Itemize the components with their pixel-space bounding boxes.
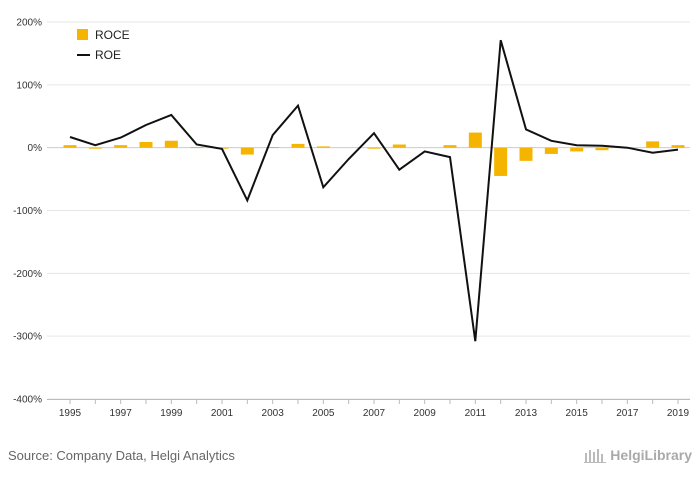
x-tick-label: 2017: [616, 408, 639, 419]
x-axis: 1995 1997 1999 2001 2003 2005 2007 2009 2011 2013…: [47, 399, 690, 419]
library-icon: [584, 449, 607, 463]
roce-bar: [367, 147, 381, 149]
roce-bar: [316, 146, 330, 148]
roce-bar: [88, 147, 102, 149]
roce-bar: [266, 147, 280, 149]
x-tick-label: 2019: [667, 408, 690, 419]
legend-roce-swatch: [77, 29, 88, 40]
roce-bar: [240, 147, 254, 155]
y-tick-label: -300%: [13, 332, 42, 343]
gridlines: [47, 21, 690, 400]
source-note: Source: Company Data, Helgi Analytics: [8, 448, 235, 463]
x-tick-label: 2001: [211, 408, 234, 419]
legend-roe-label: ROE: [95, 48, 121, 62]
x-tick-label: 1995: [59, 408, 82, 419]
roce-bar: [468, 132, 482, 148]
x-tick-label: 2009: [414, 408, 437, 419]
x-tick-label: 2005: [312, 408, 335, 419]
roce-bar: [114, 145, 128, 148]
x-tick-label: 2015: [566, 408, 589, 419]
y-tick-label: 0%: [28, 143, 43, 154]
roce-bar: [164, 140, 178, 148]
x-tick-label: 2003: [262, 408, 285, 419]
x-tick-label: 2007: [363, 408, 386, 419]
roe-line-group: [69, 39, 679, 342]
roce-bar: [671, 145, 685, 148]
y-tick-label: 100%: [16, 80, 42, 91]
roce-bar: [544, 147, 558, 154]
legend-roce-label: ROCE: [95, 28, 130, 42]
x-tick-label: 2011: [465, 408, 487, 419]
y-tick-label: 200%: [16, 18, 42, 29]
roce-bars: [63, 132, 685, 176]
y-axis: 200% 100% 0% -100% -200% -300% -400%: [13, 18, 42, 406]
chart: 200%100%0%-100%-200%-300%-400% 1995 1997 1…: [13, 18, 690, 419]
brand-name: HelgiLibrary: [610, 447, 692, 463]
x-tick-label: 1999: [160, 408, 183, 419]
y-tick-label: -100%: [13, 206, 42, 217]
y-tick-label: -400%: [13, 395, 42, 406]
roce-bar: [139, 142, 153, 148]
x-tick-label: 2013: [515, 408, 538, 419]
roce-bar: [443, 145, 457, 148]
roce-bar: [595, 147, 609, 151]
roce-bar: [291, 143, 305, 148]
x-tick-label: 1997: [110, 408, 133, 419]
roe-line: [69, 39, 679, 342]
roce-bar: [392, 144, 406, 148]
roce-bar: [190, 147, 204, 149]
legend: ROCE ROE: [77, 28, 130, 62]
roce-bar: [570, 147, 584, 152]
roce-bar: [646, 141, 660, 148]
roce-bar: [494, 147, 508, 176]
roce-bar: [63, 145, 77, 148]
roce-bar: [519, 147, 533, 161]
helgi-library-logo: HelgiLibrary: [584, 447, 692, 463]
y-tick-label: -200%: [13, 269, 42, 280]
